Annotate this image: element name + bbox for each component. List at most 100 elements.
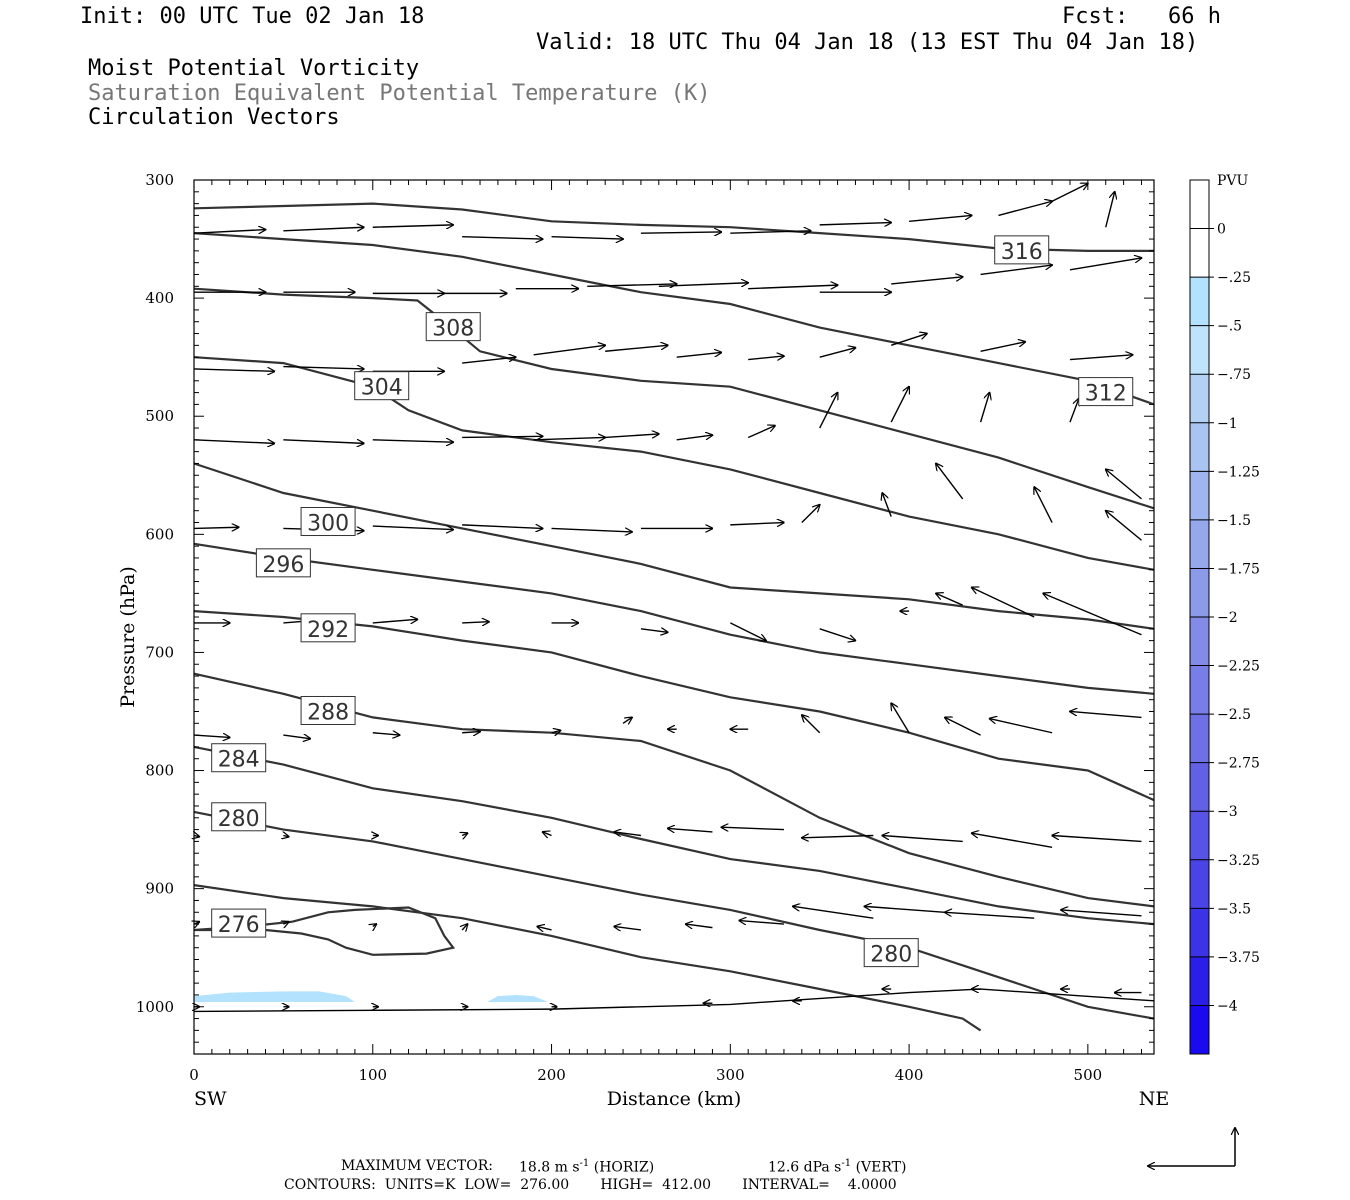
- circulation-vector: [1069, 258, 1142, 271]
- contour-276-0: [193, 906, 456, 956]
- circulation-vector: [462, 357, 516, 364]
- contour-label-text: 284: [218, 748, 260, 773]
- circulation-vector: [372, 526, 453, 530]
- contour-label-box: [211, 743, 267, 773]
- contour-304-8: [193, 356, 1155, 571]
- circulation-vector: [864, 906, 945, 913]
- colorbar-label: −2.75: [1217, 756, 1260, 772]
- circulation-vector: [891, 277, 963, 285]
- contour-label-text: 292: [307, 618, 349, 643]
- colorbar-swatch: [1190, 762, 1209, 812]
- circulation-vector: [194, 836, 199, 837]
- circulation-vector: [533, 345, 606, 356]
- colorbar-label: −2.5: [1217, 707, 1251, 723]
- contour-label-text: 316: [1001, 240, 1043, 265]
- circulation-vector: [587, 284, 676, 286]
- circulation-vector: [972, 587, 1035, 618]
- colorbar-swatch: [1190, 374, 1209, 423]
- contour-label-text: 280: [218, 807, 260, 832]
- circulation-vector: [998, 201, 1052, 217]
- contour-label-312-10: 312: [1078, 377, 1134, 407]
- colorbar-swatch: [1190, 908, 1209, 957]
- contour-label-276-0: 276: [211, 908, 267, 938]
- circulation-vector: [1106, 511, 1142, 541]
- circulation-vector: [676, 435, 713, 441]
- contour-label-300-7: 300: [300, 507, 356, 537]
- contour-label-box: [994, 235, 1050, 265]
- contour-label-box: [863, 938, 919, 968]
- x-tick-label: 100: [358, 1066, 387, 1084]
- colorbar-swatch: [1190, 422, 1209, 472]
- circulation-vector: [748, 285, 837, 289]
- contour-292-5: [193, 610, 1155, 802]
- colorbar-label: −.5: [1217, 319, 1242, 335]
- contour-label-308-9: 308: [425, 312, 481, 342]
- colorbar-label: 0: [1217, 222, 1226, 238]
- y-axis-title: Pressure (hPa): [117, 566, 139, 708]
- maximum-vector-vert: 12.6 dPa s-1 (VERT): [768, 1159, 906, 1175]
- circulation-vector: [819, 628, 856, 641]
- circulation-vector: [676, 352, 722, 358]
- circulation-vector: [614, 832, 642, 836]
- circulation-vector: [373, 924, 377, 926]
- circulation-vector: [979, 393, 990, 423]
- contour-label-box: [255, 548, 311, 578]
- circulation-vector: [283, 367, 363, 369]
- pv-fill-region-1: [487, 994, 548, 1003]
- contour-312-10: [193, 232, 1155, 406]
- contour-label-box: [425, 312, 481, 342]
- circulation-vector: [283, 836, 288, 837]
- colorbar-label: −3.75: [1217, 950, 1260, 966]
- contour-label-box: [1078, 377, 1134, 407]
- y-tick-label: 1000: [136, 998, 174, 1016]
- max-horiz-exponent: -1: [579, 1158, 590, 1169]
- circulation-vector: [730, 622, 766, 641]
- colorbar-label: −2: [1217, 610, 1238, 626]
- circulation-vector: [1069, 399, 1079, 423]
- circulation-vector: [537, 926, 552, 930]
- contour-label-280-2: 280: [211, 802, 267, 832]
- circulation-vector: [936, 593, 963, 606]
- contour-label-text: 300: [307, 512, 349, 537]
- reference-vector: [1148, 1128, 1235, 1166]
- colorbar-label: −1.5: [1217, 513, 1251, 529]
- circulation-vectors: [194, 184, 1141, 1007]
- circulation-vector: [193, 735, 230, 737]
- field-title-vectors: Circulation Vectors: [88, 105, 340, 130]
- circulation-vector: [802, 836, 874, 838]
- y-tick-label: 400: [145, 289, 174, 307]
- field-title-theta-es: Saturation Equivalent Potential Temperat…: [88, 81, 711, 106]
- contour-288-4: [193, 672, 1155, 908]
- colorbar-swatch: [1190, 519, 1209, 569]
- max-vert-exponent: -1: [841, 1158, 852, 1169]
- contour-label-box: [300, 507, 356, 537]
- x-tick-label: 0: [189, 1066, 199, 1084]
- circulation-vector: [739, 921, 784, 925]
- colorbar-swatch: [1190, 277, 1209, 326]
- circulation-vector: [543, 832, 552, 836]
- y-tick-label: 700: [145, 643, 174, 661]
- max-vert-tag: (VERT): [855, 1159, 907, 1176]
- x-tick-label: 300: [716, 1066, 745, 1084]
- circulation-vector: [605, 345, 668, 352]
- contour-280-2: [193, 810, 1155, 1020]
- circulation-vector: [372, 440, 453, 442]
- max-vert-value: 12.6 dPa s: [768, 1159, 842, 1176]
- colorbar-swatch: [1190, 665, 1209, 715]
- contour-label-280-1: 280: [863, 938, 919, 968]
- colorbar: PVU 0 −.25 −.5 −.75 −1 −1.25 −1.5 −1.75 −2 −2.25 −2…: [1189, 173, 1260, 1055]
- circulation-vector: [730, 231, 810, 233]
- colorbar-unit: PVU: [1217, 173, 1249, 189]
- contour-label-288-4: 288: [300, 695, 356, 725]
- circulation-vector: [283, 735, 310, 739]
- circulation-vector: [819, 393, 838, 429]
- contour-info: CONTOURS: UNITS=K LOW= 276.00 HIGH= 412.…: [284, 1177, 897, 1193]
- y-tick-label: 500: [145, 407, 174, 425]
- contour-label-text: 304: [361, 376, 403, 401]
- contour-label-text: 280: [870, 943, 912, 968]
- circulation-vector: [668, 828, 713, 832]
- circulation-vector: [462, 833, 467, 835]
- contour-284-3: [193, 745, 1155, 926]
- circulation-vector: [819, 348, 856, 358]
